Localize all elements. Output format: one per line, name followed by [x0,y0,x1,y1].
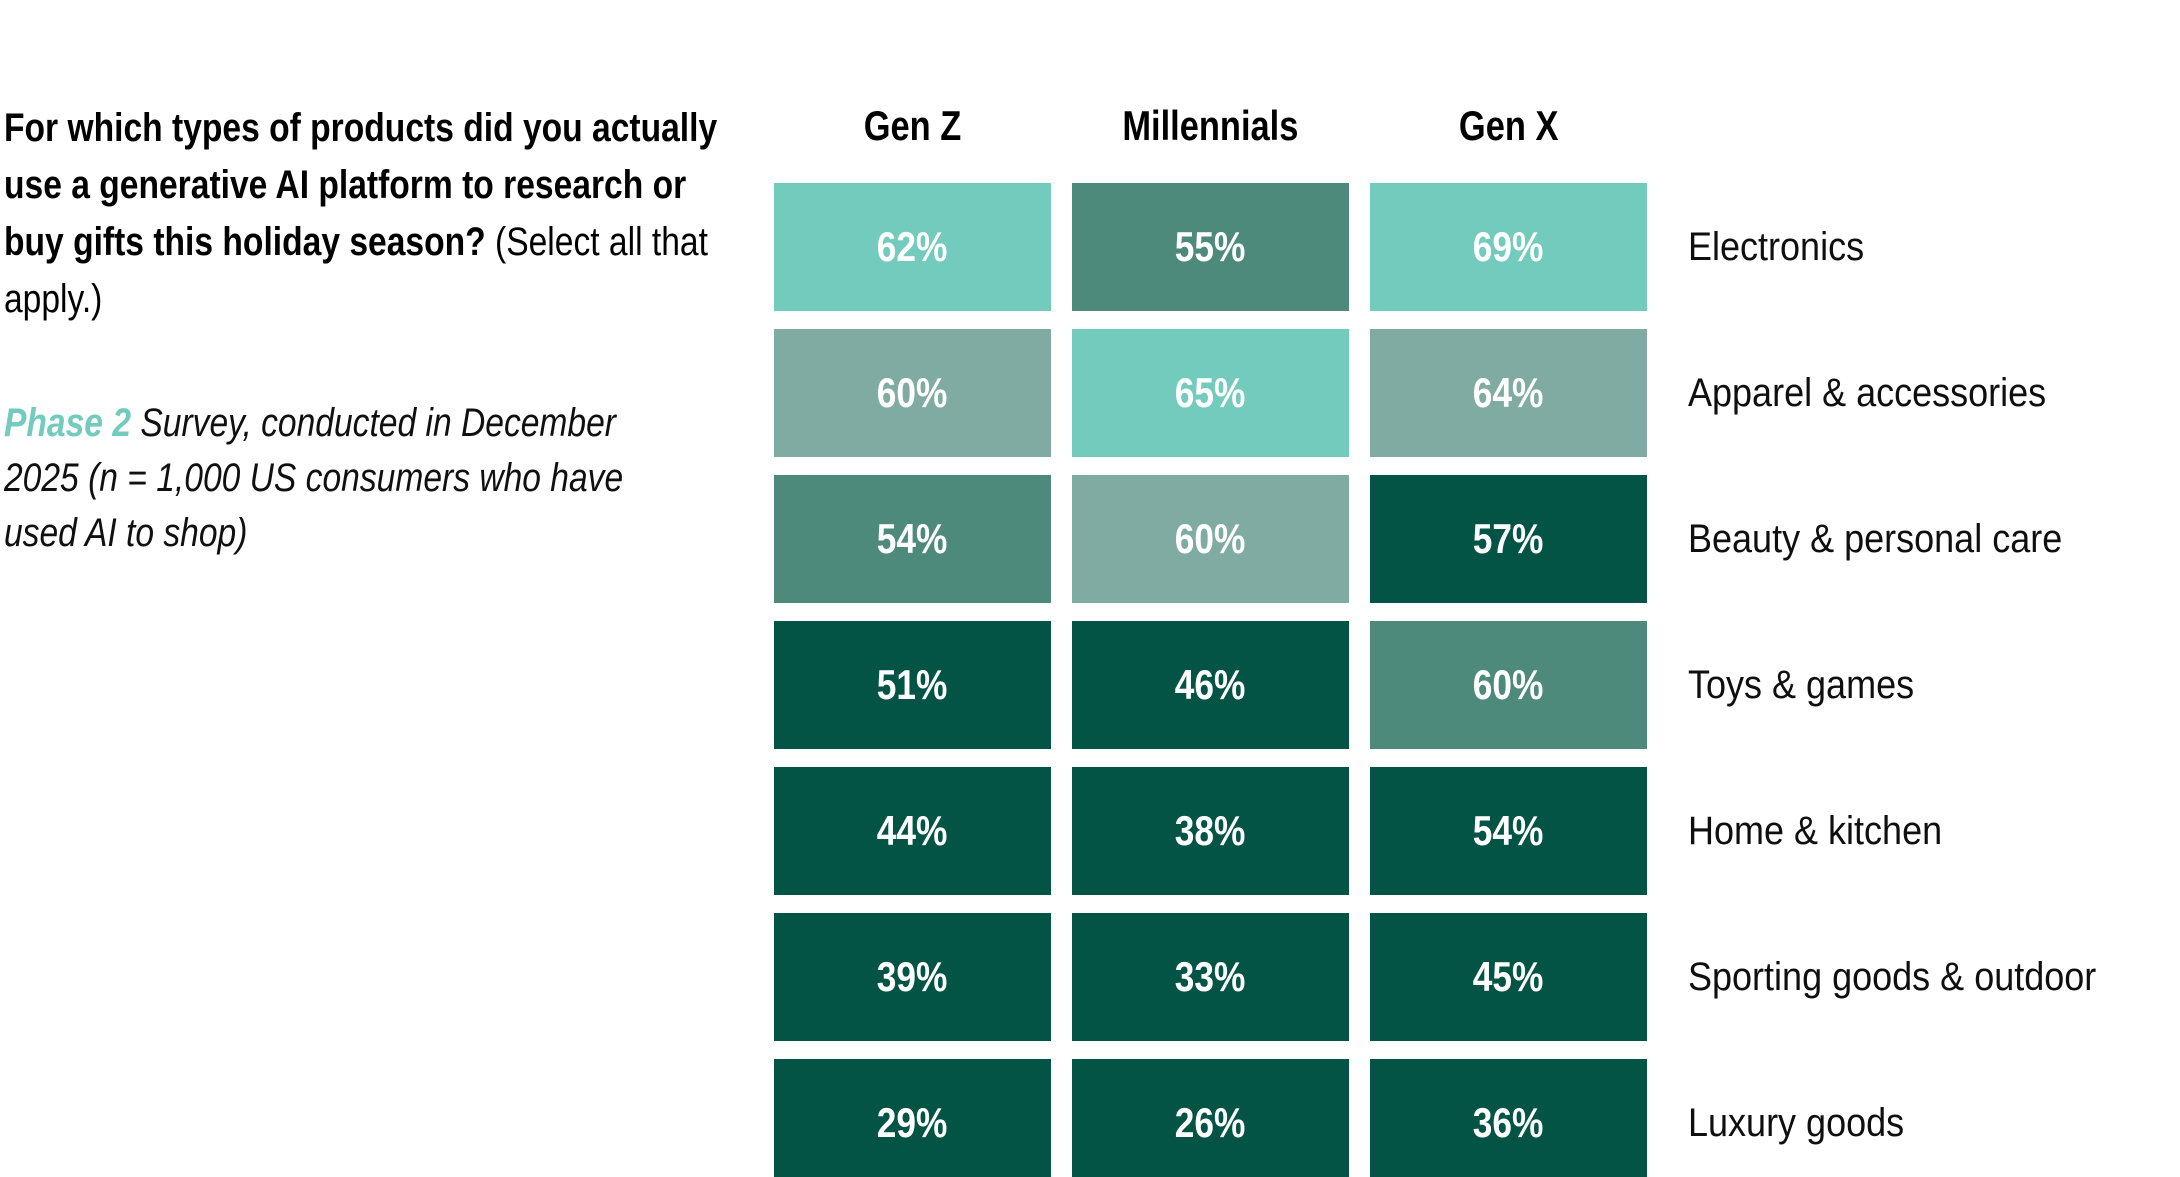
heatmap-cell: 60% [1370,621,1647,749]
chart-source-note: Phase 2 Survey, conducted in December 20… [4,396,676,561]
column-header-gen-x: Gen X [1370,104,1647,148]
source-text: Survey, conducted in December 2025 (n = … [4,401,624,555]
row-label-text: Sporting goods & outdoor [1688,954,2097,999]
cell-value: 60% [1175,515,1246,562]
row-label-electronics: Electronics [1668,183,2158,311]
heatmap-cell: 29% [774,1059,1051,1177]
heatmap-cell: 45% [1370,913,1647,1041]
cell-value: 45% [1473,953,1544,1000]
row-label-text: Home & kitchen [1688,808,1943,853]
cell-value: 33% [1175,953,1246,1000]
row-label-text: Electronics [1688,224,1865,269]
row-label-toys: Toys & games [1668,621,2158,749]
heatmap-cell: 39% [774,913,1051,1041]
heatmap-cell: 69% [1370,183,1647,311]
heatmap-cell: 54% [774,475,1051,603]
heatmap-cell: 26% [1072,1059,1349,1177]
heatmap-cell: 55% [1072,183,1349,311]
row-label-apparel: Apparel & accessories [1668,329,2158,457]
row-label-beauty: Beauty & personal care [1668,475,2158,603]
heatmap-cell: 60% [774,329,1051,457]
cell-value: 39% [877,953,948,1000]
cell-value: 60% [877,369,948,416]
row-label-home: Home & kitchen [1668,767,2158,895]
cell-value: 64% [1473,369,1544,416]
heatmap-cell: 57% [1370,475,1647,603]
cell-value: 57% [1473,515,1544,562]
row-label-luxury: Luxury goods [1668,1059,2158,1177]
cell-value: 54% [877,515,948,562]
heatmap-cell: 62% [774,183,1051,311]
heatmap-cell: 38% [1072,767,1349,895]
heatmap-cell: 60% [1072,475,1349,603]
heatmap-cell: 64% [1370,329,1647,457]
heatmap-cell: 33% [1072,913,1349,1041]
cell-value: 65% [1175,369,1246,416]
row-label-text: Toys & games [1688,662,1915,707]
cell-value: 46% [1175,661,1246,708]
row-label-text: Beauty & personal care [1688,516,2063,561]
column-header-millennials: Millennials [1072,104,1349,148]
column-header-label: Gen X [1458,102,1559,149]
question-text: For which types of products did you actu… [4,106,718,264]
cell-value: 26% [1175,1099,1246,1146]
column-header-label: Gen Z [863,102,962,149]
cell-value: 44% [877,807,948,854]
cell-value: 36% [1473,1099,1544,1146]
heatmap-cell: 51% [774,621,1051,749]
cell-value: 38% [1175,807,1246,854]
heatmap-cell: 44% [774,767,1051,895]
cell-value: 60% [1473,661,1544,708]
heatmap-cell: 54% [1370,767,1647,895]
heatmap-cell: 65% [1072,329,1349,457]
source-accent: Phase 2 [4,401,132,445]
cell-value: 51% [877,661,948,708]
heatmap-cell: 36% [1370,1059,1647,1177]
row-label-text: Luxury goods [1688,1100,1905,1145]
cell-value: 29% [877,1099,948,1146]
question-note: (Select all that apply.) [4,220,708,321]
row-label-text: Apparel & accessories [1688,370,2047,415]
chart-question: For which types of products did you actu… [4,100,743,328]
heatmap-grid: 62% 55% 69% Electronics 60% 65% 64% Appa… [774,183,2158,1177]
cell-value: 55% [1175,223,1246,270]
column-header-label: Millennials [1122,102,1299,149]
cell-value: 54% [1473,807,1544,854]
cell-value: 62% [877,223,948,270]
column-header-gen-z: Gen Z [774,104,1051,148]
heatmap-cell: 46% [1072,621,1349,749]
cell-value: 69% [1473,223,1544,270]
row-label-sporting: Sporting goods & outdoor [1668,913,2158,1041]
